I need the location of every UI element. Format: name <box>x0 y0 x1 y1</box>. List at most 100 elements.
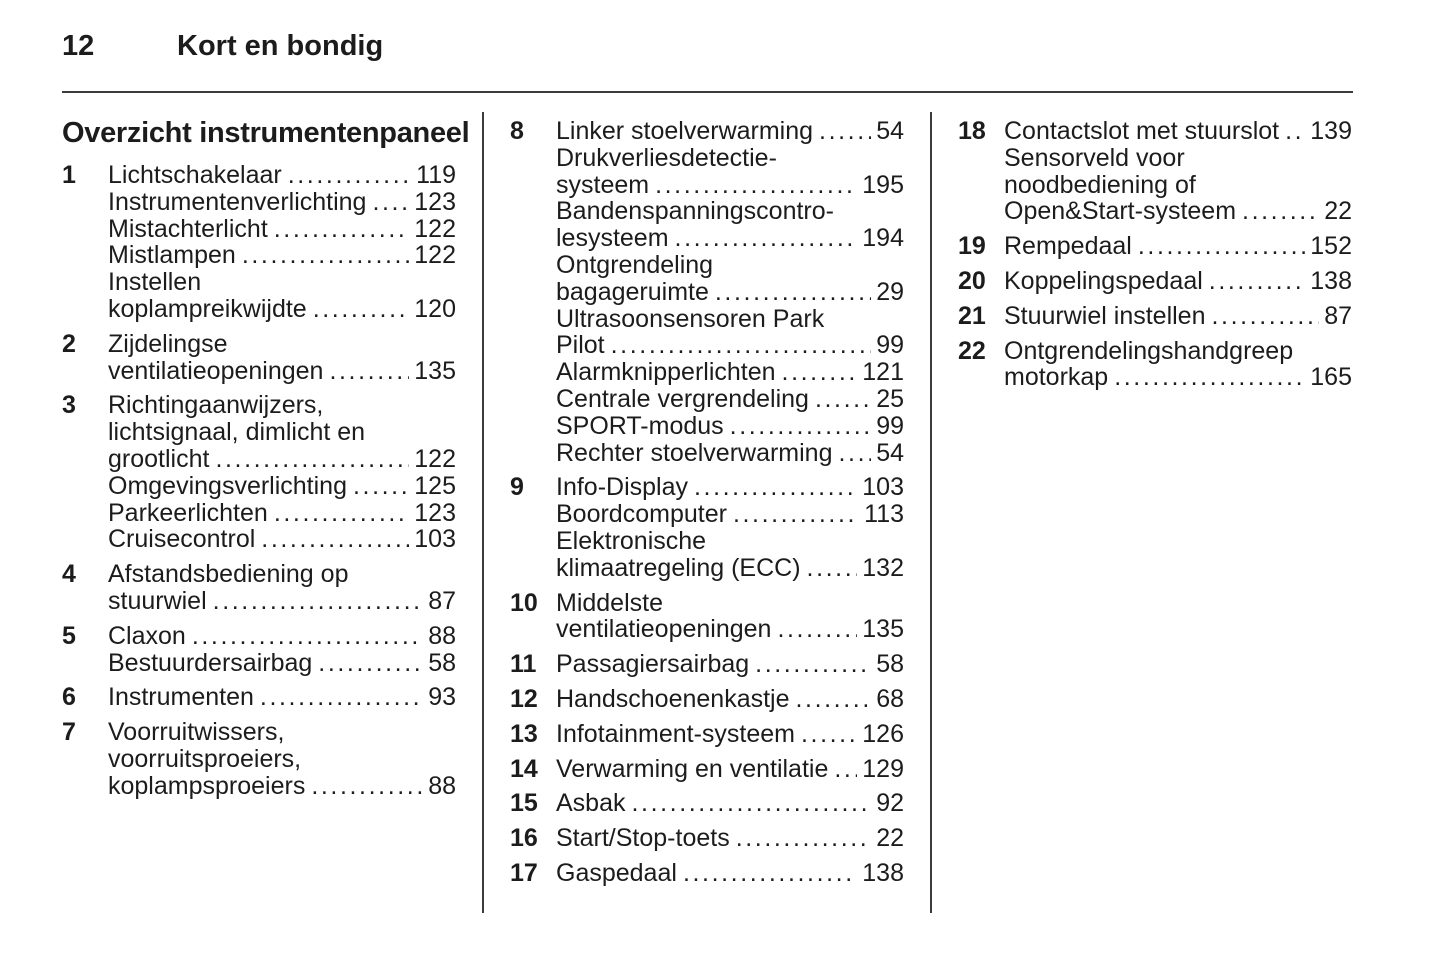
dot-leader <box>1114 364 1305 391</box>
entry-title: Gaspedaal <box>556 858 677 887</box>
dot-leader <box>260 684 423 711</box>
dot-leader <box>755 651 871 678</box>
entry-title: Lichtschakelaar <box>108 161 282 189</box>
entry-title: stuurwiel <box>108 586 207 615</box>
toc-line: Boordcomputer 113 <box>556 501 904 528</box>
entry-page-number: 54 <box>876 117 904 145</box>
toc-line: Ultrasoonsensoren Park <box>556 305 904 333</box>
entry-page-number: 123 <box>414 187 456 216</box>
dot-leader <box>733 501 859 528</box>
dot-leader <box>631 790 871 817</box>
entry-page-number: 93 <box>428 683 456 712</box>
entry-title: Instrumentenverlichting <box>108 187 367 216</box>
item-number: 15 <box>510 789 538 818</box>
entry-page-number: 139 <box>1310 117 1352 145</box>
entry-page-number: 138 <box>862 858 904 887</box>
item-number: 9 <box>510 473 524 502</box>
dot-leader <box>1285 118 1305 145</box>
entry-title: Alarmknipperlichten <box>556 358 776 387</box>
entry-title: Ontgrendelingshandgreep <box>1004 336 1294 365</box>
toc-item: 6 Instrumenten 93 <box>62 684 456 711</box>
entry-title: Instellen <box>108 268 202 297</box>
entry-title: klimaatregeling (ECC) <box>556 553 801 582</box>
toc-line: Cruisecontrol 103 <box>108 526 456 553</box>
toc-line: Instrumenten 93 <box>108 684 456 711</box>
dot-leader <box>242 242 409 269</box>
dot-leader <box>329 358 409 385</box>
entry-page-number: 92 <box>876 789 904 818</box>
dot-leader <box>611 332 872 359</box>
item-number: 1 <box>62 161 76 189</box>
entry-page-number: 195 <box>862 170 904 199</box>
toc-items: 8 Linker stoelverwarming 54 Drukverliesdete… <box>510 118 904 887</box>
entry-page-number: 132 <box>862 553 904 582</box>
dot-leader <box>213 588 424 615</box>
dot-leader <box>655 172 857 199</box>
entry-page-number: 99 <box>876 411 904 440</box>
entry-title: Bandenspanningscontro- <box>556 197 834 226</box>
toc-line: ventilatieopeningen 135 <box>108 357 456 385</box>
toc-line: motorkap 165 <box>1004 364 1352 391</box>
entry-page-number: 113 <box>864 500 904 529</box>
entry-title: lesysteem <box>556 224 669 253</box>
item-lines: Asbak 92 <box>556 790 904 817</box>
entry-page-number: 123 <box>414 498 456 527</box>
entry-page-number: 122 <box>414 214 456 243</box>
toc-line: Parkeerlichten 123 <box>108 498 456 527</box>
entry-title: Afstandsbediening op <box>108 560 349 589</box>
entry-title: Richtingaanwijzers, <box>108 391 324 420</box>
toc-line: Afstandsbediening op <box>108 561 456 588</box>
toc-line: Drukverliesdetectie- <box>556 143 904 172</box>
entry-title: Boordcomputer <box>556 500 727 529</box>
dot-leader <box>782 359 858 386</box>
toc-line: Infotainment-systeem 126 <box>556 720 904 748</box>
dot-leader <box>372 189 409 216</box>
toc-item: 5 Claxon 88 Bestuurdersairbag 58 <box>62 622 456 677</box>
entry-page-number: 87 <box>1324 301 1352 330</box>
entry-page-number: 120 <box>414 294 456 323</box>
toc-column-2: 8 Linker stoelverwarming 54 Drukverliesdete… <box>510 112 904 887</box>
toc-line: Ontgrendelingshandgreep <box>1004 336 1352 365</box>
entry-title: Ontgrendeling <box>556 250 714 279</box>
item-lines: Infotainment-systeem 126 <box>556 720 904 748</box>
entry-page-number: 58 <box>428 648 456 677</box>
toc-column-1: Overzicht instrumentenpaneel 1 Lichtschak… <box>62 112 470 800</box>
entry-title: Sensorveld voor <box>1004 143 1185 172</box>
entry-title: Drukverliesdetectie- <box>556 143 777 172</box>
toc-line: SPORT-modus 99 <box>556 411 904 440</box>
item-lines: Gaspedaal 138 <box>556 860 904 887</box>
entry-title: Rechter stoelverwarming <box>556 438 833 467</box>
entry-title: Verwarming en ventilatie <box>556 754 829 783</box>
page-number: 12 <box>62 30 95 62</box>
entry-title: ventilatieopeningen <box>556 615 772 644</box>
item-number: 6 <box>62 683 76 712</box>
entry-title: Zijdelingse <box>108 329 228 358</box>
toc-items: 1Lichtschakelaar119Instrumentenverlichti… <box>62 162 456 800</box>
toc-line: koplampreikwijdte 120 <box>108 296 456 323</box>
entry-page-number: 152 <box>1310 232 1352 261</box>
toc-line: Linker stoelverwarming 54 <box>556 118 904 145</box>
item-lines: Claxon 88 Bestuurdersairbag 58 <box>108 622 456 677</box>
item-number: 14 <box>510 754 538 783</box>
item-number: 22 <box>958 336 986 365</box>
dot-leader <box>675 225 858 252</box>
item-number: 7 <box>62 718 76 747</box>
item-lines: Contactslot met stuurslot 139 Sensorveld v… <box>1004 118 1352 225</box>
item-number: 4 <box>62 560 76 589</box>
entry-title: koplampreikwijdte <box>108 294 307 323</box>
dot-leader <box>819 118 871 145</box>
toc-line: lesysteem 194 <box>556 225 904 252</box>
entry-title: Mistlampen <box>108 241 236 270</box>
entry-title: SPORT-modus <box>556 411 724 440</box>
entry-page-number: 135 <box>862 615 904 644</box>
column-divider <box>482 112 484 913</box>
toc-item: 20 Koppelingspedaal 138 <box>958 268 1352 295</box>
entry-page-number: 122 <box>414 241 456 270</box>
dot-leader <box>313 296 410 323</box>
entry-title: motorkap <box>1004 363 1109 392</box>
entry-page-number: 29 <box>876 277 904 306</box>
chapter-title: Kort en bondig <box>177 30 384 62</box>
entry-page-number: 125 <box>414 471 456 500</box>
